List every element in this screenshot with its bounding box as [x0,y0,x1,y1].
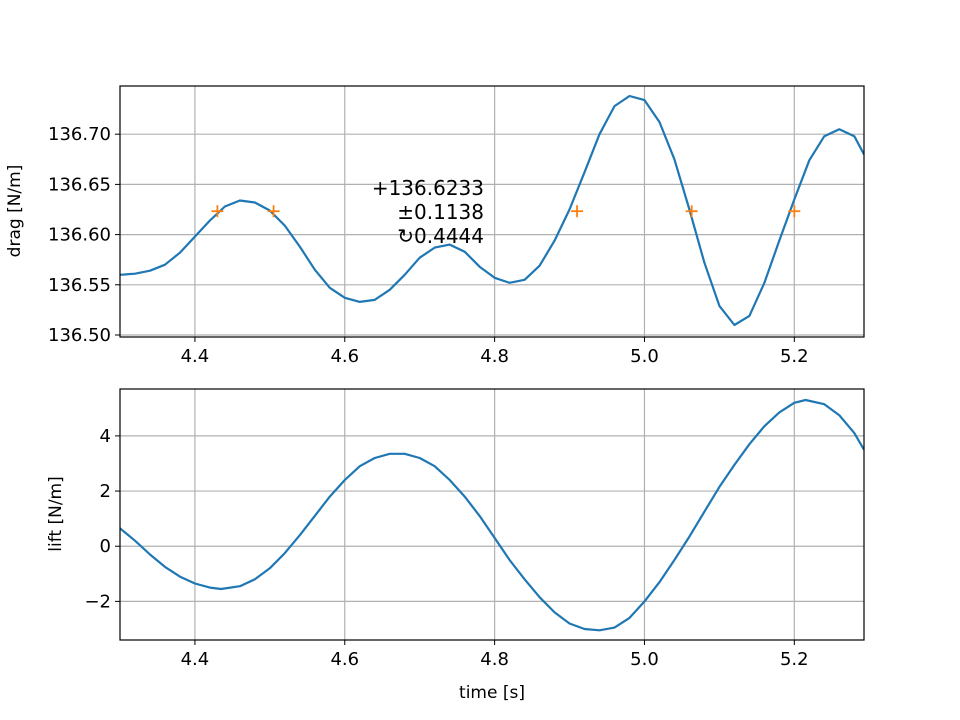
lift-y-axis-label: lift [N/m] [46,476,66,551]
lift-x-tick-label: 4.8 [480,649,509,670]
drag-x-tick-label: 4.4 [181,346,210,367]
lift-series-line [120,398,864,632]
drag-plot-area [120,94,864,327]
drag-markers [211,205,801,218]
lift-x-tick-label: 4.6 [330,649,359,670]
lift-y-tick-label: 4 [100,426,111,447]
drag-series-line [120,94,864,327]
drag-grid [120,86,864,337]
lift-x-tick-label: 5.0 [630,649,659,670]
drag-x-tick-label: 5.2 [780,346,809,367]
crossing-marker [571,205,584,218]
drag-panel: 4.4 4.6 4.8 5.0 5.2 136.50 136.55 136.60 136.65… [5,85,865,367]
drag-x-ticks: 4.4 4.6 4.8 5.0 5.2 [181,337,809,367]
drag-y-tick-label: 136.55 [48,275,111,296]
drag-stats-annotation: +136.6233 ±0.1138 ↻0.4444 [372,176,484,248]
drag-period-annotation: ↻0.4444 [397,224,484,248]
drag-y-ticks: 136.50 136.55 136.60 136.65 136.70 [48,124,120,346]
lift-y-tick-label: −2 [84,591,111,612]
crossing-marker [788,205,801,218]
drag-y-tick-label: 136.70 [48,124,111,145]
x-axis-label: time [s] [459,683,525,703]
drag-x-tick-label: 5.0 [630,346,659,367]
drag-x-tick-label: 4.6 [330,346,359,367]
lift-x-ticks: 4.4 4.6 4.8 5.0 5.2 [181,640,809,670]
drag-y-tick-label: 136.60 [48,225,111,246]
drag-x-tick-label: 4.8 [480,346,509,367]
lift-x-tick-label: 4.4 [181,649,210,670]
crossing-marker [267,205,280,218]
lift-panel: 4.4 4.6 4.8 5.0 5.2 −2 0 2 4 lift [N/m] time [s… [46,388,865,703]
crossing-marker [685,205,698,218]
lift-y-ticks: −2 0 2 4 [84,426,120,612]
lift-y-tick-label: 0 [100,536,111,557]
drag-mean-annotation: +136.6233 [372,176,484,200]
lift-y-tick-label: 2 [100,481,111,502]
lift-x-tick-label: 5.2 [780,649,809,670]
drag-amplitude-annotation: ±0.1138 [397,200,484,224]
lift-grid [120,389,864,640]
lift-axes-frame [119,388,865,641]
drag-y-tick-label: 136.50 [48,325,111,346]
lift-plot-area [120,398,864,632]
drag-y-axis-label: drag [N/m] [5,165,25,258]
crossing-marker [211,205,224,218]
drag-y-tick-label: 136.65 [48,174,111,195]
drag-axes-frame [119,85,865,338]
